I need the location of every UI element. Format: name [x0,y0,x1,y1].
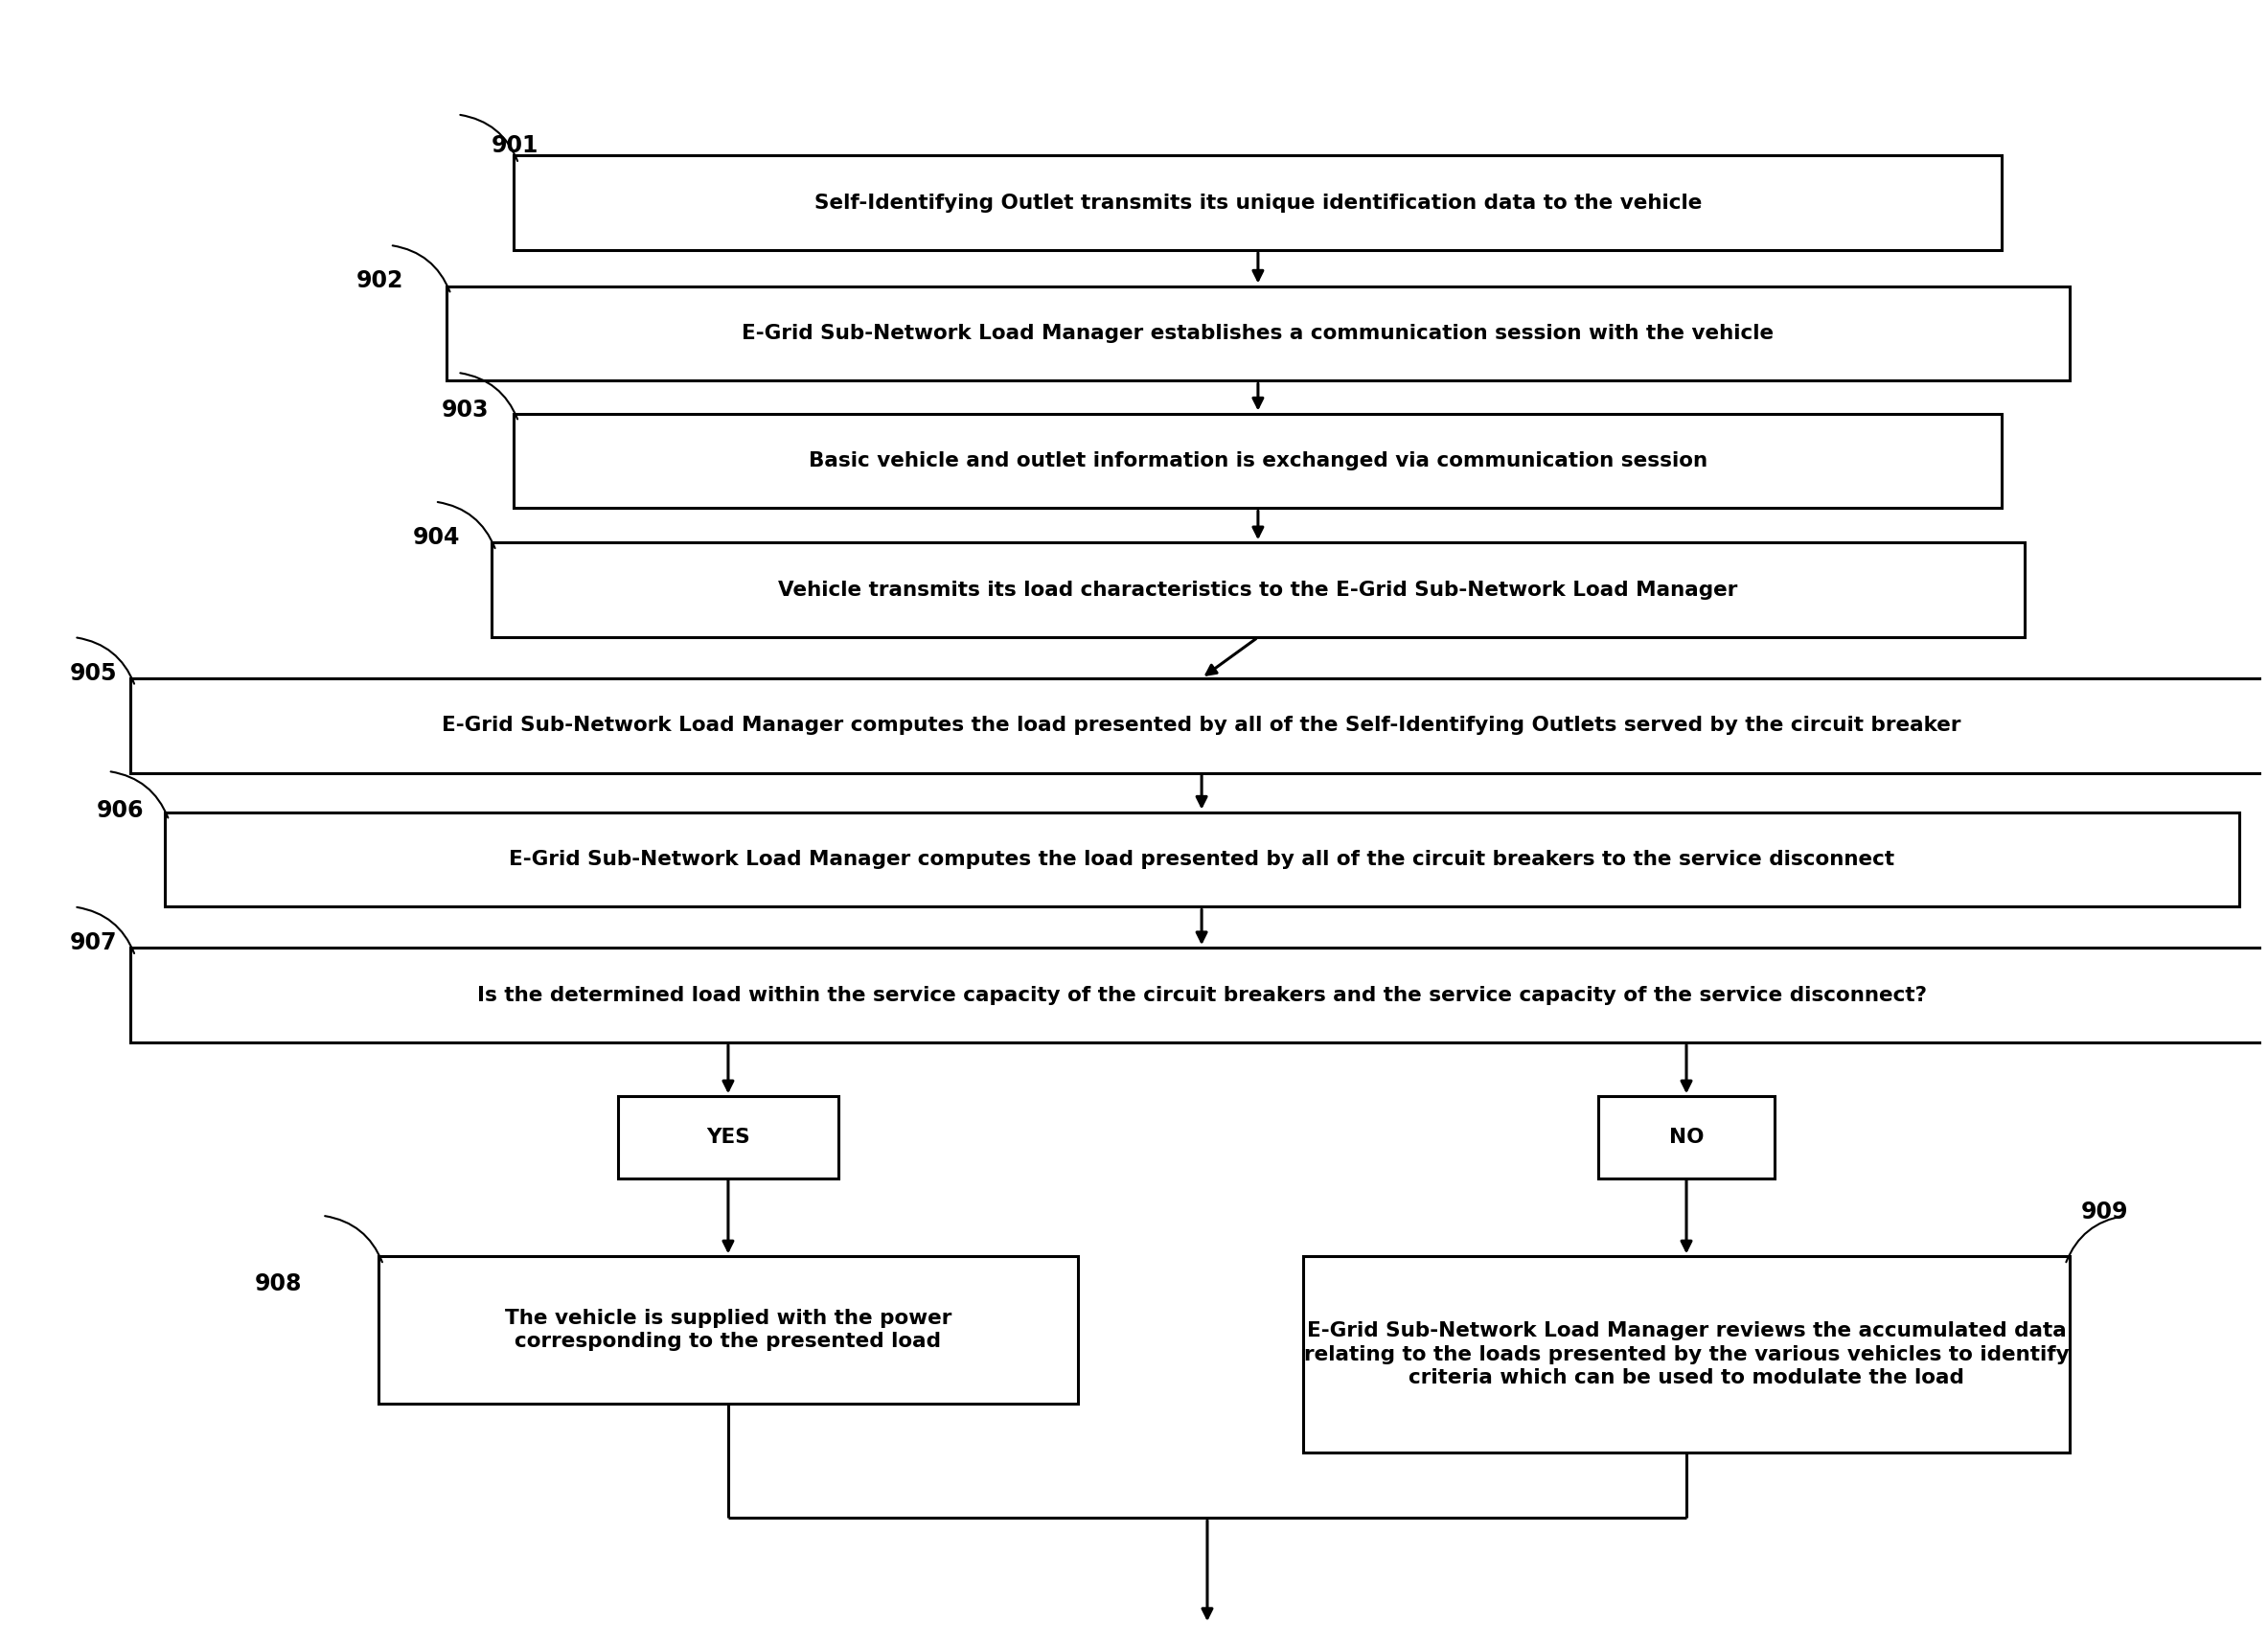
Text: 903: 903 [442,399,490,422]
Text: Is the determined load within the service capacity of the circuit breakers and t: Is the determined load within the servic… [476,985,1926,1005]
Text: E-Grid Sub-Network Load Manager computes the load presented by all of the Self-I: E-Grid Sub-Network Load Manager computes… [442,716,1962,735]
FancyBboxPatch shape [132,679,2268,772]
Text: 904: 904 [413,525,460,548]
FancyBboxPatch shape [492,542,2025,637]
FancyBboxPatch shape [1599,1097,1774,1178]
Text: E-Grid Sub-Network Load Manager computes the load presented by all of the circui: E-Grid Sub-Network Load Manager computes… [508,850,1894,870]
Text: 905: 905 [70,662,118,685]
FancyBboxPatch shape [617,1097,839,1178]
Text: Basic vehicle and outlet information is exchanged via communication session: Basic vehicle and outlet information is … [810,451,1708,471]
Text: 908: 908 [254,1273,302,1296]
FancyBboxPatch shape [132,947,2268,1043]
FancyBboxPatch shape [379,1257,1077,1403]
Text: Vehicle transmits its load characteristics to the E-Grid Sub-Network Load Manage: Vehicle transmits its load characteristi… [778,580,1737,600]
Text: E-Grid Sub-Network Load Manager establishes a communication session with the veh: E-Grid Sub-Network Load Manager establis… [742,324,1774,343]
Text: YES: YES [705,1128,751,1146]
FancyBboxPatch shape [515,413,2003,509]
FancyBboxPatch shape [515,155,2003,250]
Text: Self-Identifying Outlet transmits its unique identification data to the vehicle: Self-Identifying Outlet transmits its un… [814,193,1701,212]
Text: 907: 907 [70,931,118,954]
FancyBboxPatch shape [166,812,2239,907]
Text: 902: 902 [356,270,404,293]
FancyBboxPatch shape [447,287,2071,380]
Text: NO: NO [1669,1128,1703,1146]
FancyBboxPatch shape [1304,1257,2071,1453]
Text: The vehicle is supplied with the power
corresponding to the presented load: The vehicle is supplied with the power c… [506,1308,953,1352]
Text: 909: 909 [2082,1201,2127,1224]
Text: 901: 901 [492,133,540,156]
Text: E-Grid Sub-Network Load Manager reviews the accumulated data
relating to the loa: E-Grid Sub-Network Load Manager reviews … [1304,1321,2068,1388]
Text: 906: 906 [98,799,145,822]
